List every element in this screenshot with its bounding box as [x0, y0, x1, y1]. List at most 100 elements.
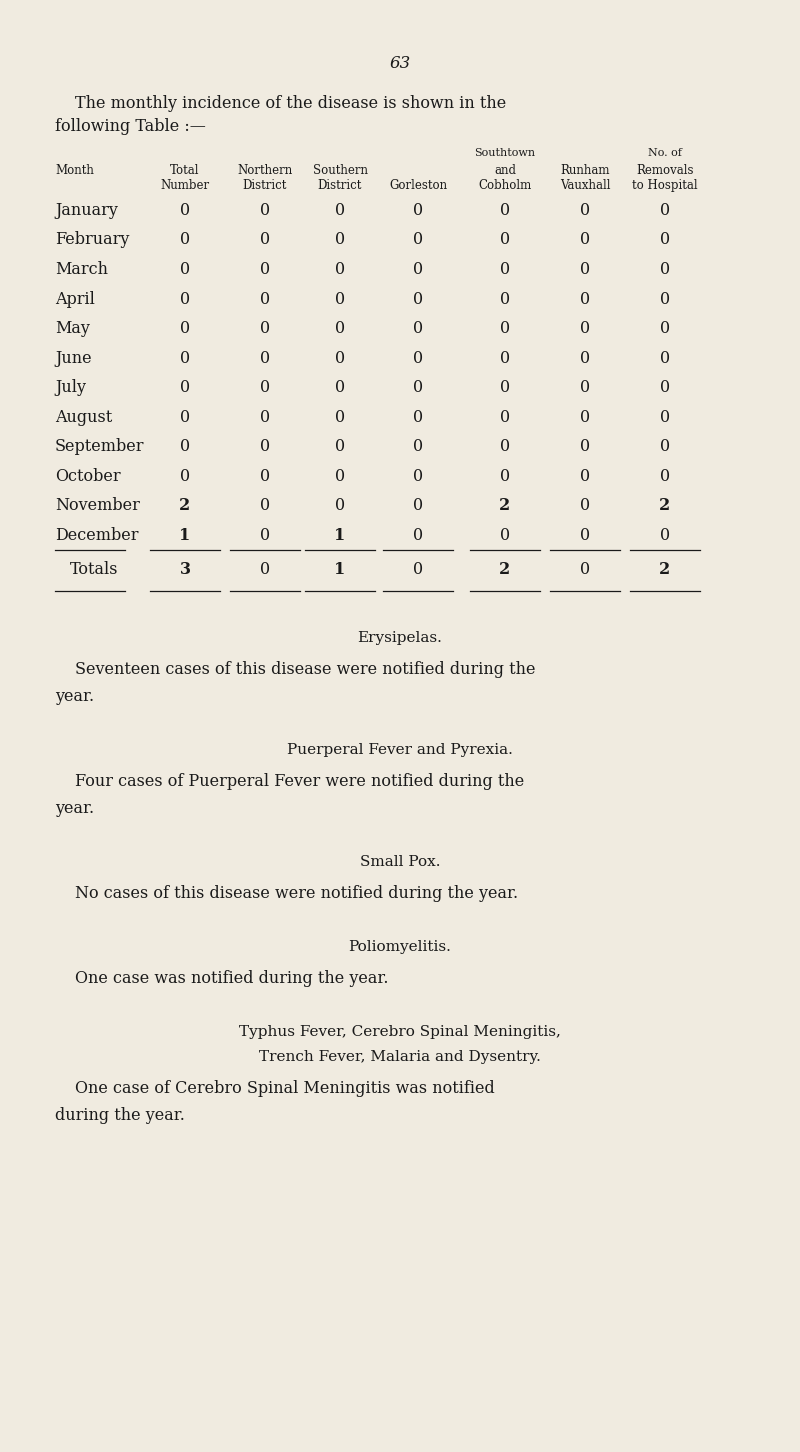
Text: 0: 0 — [580, 202, 590, 219]
Text: July: July — [55, 379, 86, 396]
Text: Southern: Southern — [313, 164, 367, 177]
Text: 0: 0 — [180, 379, 190, 396]
Text: 0: 0 — [335, 202, 345, 219]
Text: 0: 0 — [500, 468, 510, 485]
Text: 0: 0 — [660, 379, 670, 396]
Text: 2: 2 — [659, 497, 670, 514]
Text: 0: 0 — [500, 527, 510, 543]
Text: Typhus Fever, Cerebro Spinal Meningitis,: Typhus Fever, Cerebro Spinal Meningitis, — [239, 1025, 561, 1040]
Text: 0: 0 — [580, 350, 590, 366]
Text: 0: 0 — [660, 319, 670, 337]
Text: 0: 0 — [580, 468, 590, 485]
Text: 0: 0 — [580, 408, 590, 425]
Text: 0: 0 — [413, 350, 423, 366]
Text: Small Pox.: Small Pox. — [360, 855, 440, 868]
Text: 0: 0 — [413, 379, 423, 396]
Text: 0: 0 — [500, 408, 510, 425]
Text: 0: 0 — [335, 350, 345, 366]
Text: 0: 0 — [180, 439, 190, 454]
Text: Month: Month — [55, 164, 94, 177]
Text: following Table :—: following Table :— — [55, 118, 206, 135]
Text: 0: 0 — [260, 202, 270, 219]
Text: 0: 0 — [180, 202, 190, 219]
Text: Number: Number — [161, 179, 210, 192]
Text: 0: 0 — [660, 468, 670, 485]
Text: 0: 0 — [500, 350, 510, 366]
Text: 0: 0 — [660, 261, 670, 277]
Text: 0: 0 — [335, 408, 345, 425]
Text: 0: 0 — [260, 350, 270, 366]
Text: 0: 0 — [500, 439, 510, 454]
Text: 0: 0 — [180, 408, 190, 425]
Text: 0: 0 — [413, 290, 423, 308]
Text: 0: 0 — [413, 231, 423, 248]
Text: 0: 0 — [413, 202, 423, 219]
Text: 0: 0 — [413, 468, 423, 485]
Text: 3: 3 — [179, 560, 190, 578]
Text: 0: 0 — [413, 439, 423, 454]
Text: 0: 0 — [260, 527, 270, 543]
Text: Total: Total — [170, 164, 200, 177]
Text: year.: year. — [55, 688, 94, 706]
Text: 63: 63 — [390, 55, 410, 73]
Text: 1: 1 — [179, 527, 190, 543]
Text: 0: 0 — [180, 231, 190, 248]
Text: 2: 2 — [179, 497, 190, 514]
Text: June: June — [55, 350, 92, 366]
Text: April: April — [55, 290, 95, 308]
Text: 0: 0 — [580, 379, 590, 396]
Text: Cobholm: Cobholm — [478, 179, 532, 192]
Text: One case was notified during the year.: One case was notified during the year. — [75, 970, 389, 987]
Text: 0: 0 — [180, 350, 190, 366]
Text: 0: 0 — [413, 560, 423, 578]
Text: District: District — [318, 179, 362, 192]
Text: District: District — [243, 179, 287, 192]
Text: Totals: Totals — [70, 560, 118, 578]
Text: 2: 2 — [499, 560, 510, 578]
Text: October: October — [55, 468, 121, 485]
Text: 0: 0 — [500, 290, 510, 308]
Text: 0: 0 — [335, 439, 345, 454]
Text: Vauxhall: Vauxhall — [560, 179, 610, 192]
Text: 0: 0 — [580, 439, 590, 454]
Text: 0: 0 — [580, 261, 590, 277]
Text: Trench Fever, Malaria and Dysentry.: Trench Fever, Malaria and Dysentry. — [259, 1050, 541, 1064]
Text: 0: 0 — [260, 319, 270, 337]
Text: 0: 0 — [660, 231, 670, 248]
Text: 0: 0 — [335, 497, 345, 514]
Text: 0: 0 — [580, 497, 590, 514]
Text: May: May — [55, 319, 90, 337]
Text: Seventeen cases of this disease were notified during the: Seventeen cases of this disease were not… — [75, 661, 535, 678]
Text: 0: 0 — [580, 527, 590, 543]
Text: February: February — [55, 231, 130, 248]
Text: 0: 0 — [335, 468, 345, 485]
Text: 0: 0 — [580, 560, 590, 578]
Text: 0: 0 — [500, 319, 510, 337]
Text: 0: 0 — [500, 202, 510, 219]
Text: 0: 0 — [413, 261, 423, 277]
Text: 0: 0 — [260, 290, 270, 308]
Text: 2: 2 — [499, 497, 510, 514]
Text: 0: 0 — [335, 290, 345, 308]
Text: No. of: No. of — [648, 148, 682, 158]
Text: 0: 0 — [260, 439, 270, 454]
Text: One case of Cerebro Spinal Meningitis was notified: One case of Cerebro Spinal Meningitis wa… — [75, 1080, 494, 1098]
Text: 1: 1 — [334, 527, 346, 543]
Text: and: and — [494, 164, 516, 177]
Text: 0: 0 — [335, 379, 345, 396]
Text: December: December — [55, 527, 138, 543]
Text: 0: 0 — [580, 231, 590, 248]
Text: year.: year. — [55, 800, 94, 817]
Text: 0: 0 — [260, 408, 270, 425]
Text: 0: 0 — [335, 231, 345, 248]
Text: 1: 1 — [334, 560, 346, 578]
Text: Runham: Runham — [560, 164, 610, 177]
Text: 0: 0 — [260, 468, 270, 485]
Text: 0: 0 — [180, 468, 190, 485]
Text: 0: 0 — [335, 319, 345, 337]
Text: 0: 0 — [413, 408, 423, 425]
Text: 0: 0 — [260, 560, 270, 578]
Text: 0: 0 — [180, 261, 190, 277]
Text: 0: 0 — [580, 319, 590, 337]
Text: Erysipelas.: Erysipelas. — [358, 632, 442, 645]
